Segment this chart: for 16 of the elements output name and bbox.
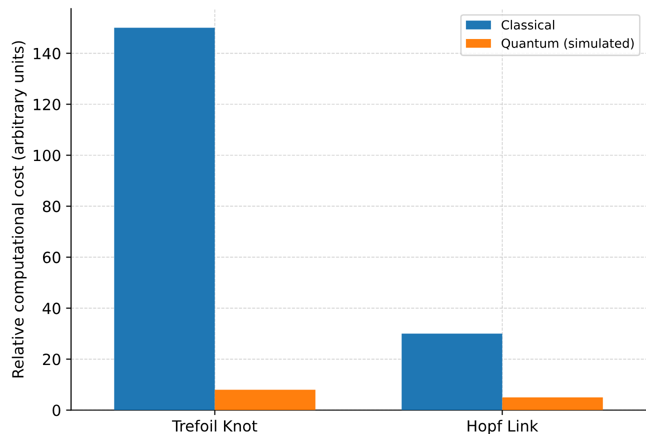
y-tick-label: 20 xyxy=(43,354,60,366)
bar xyxy=(114,28,215,410)
bar xyxy=(402,334,502,410)
x-tick-label: Trefoil Knot xyxy=(172,420,258,432)
bar xyxy=(502,397,603,410)
legend-label: Quantum (simulated) xyxy=(502,38,634,50)
y-tick-label: 140 xyxy=(34,48,60,60)
y-tick-label: 120 xyxy=(34,98,60,110)
y-tick-label: 100 xyxy=(34,150,60,162)
bar xyxy=(214,390,316,410)
y-axis-title: Relative computational cost (arbitrary units) xyxy=(12,41,27,378)
y-tick-label: 40 xyxy=(42,302,60,314)
y-tick-label: 0 xyxy=(52,404,60,416)
legend-label: Classical xyxy=(502,20,554,30)
y-tick-label: 60 xyxy=(42,252,60,264)
y-tick-label: 80 xyxy=(42,200,60,212)
